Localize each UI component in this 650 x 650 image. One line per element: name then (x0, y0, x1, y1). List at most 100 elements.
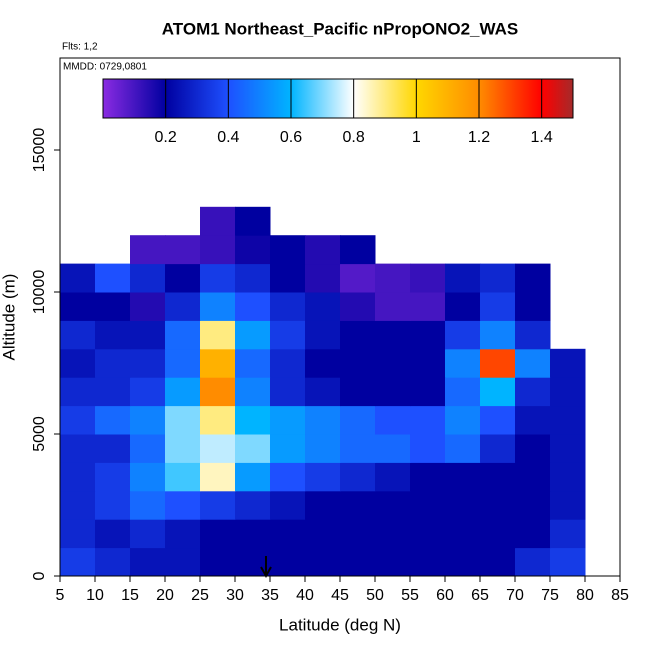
heat-cell (130, 348, 166, 378)
x-tick-label: 5 (56, 587, 65, 604)
heat-cell (480, 547, 516, 577)
heat-cell (445, 263, 481, 293)
heat-cell (235, 519, 271, 549)
heat-cell (515, 519, 551, 549)
heat-cell (305, 292, 341, 321)
y-tick-label: 5000 (31, 416, 48, 452)
heat-cell (95, 519, 131, 549)
x-tick-label: 15 (121, 587, 139, 604)
heat-cell (60, 490, 96, 520)
heat-cell (270, 377, 306, 407)
x-tick-label: 45 (331, 587, 349, 604)
heat-cell (375, 348, 411, 378)
y-tick-label: 0 (31, 571, 48, 580)
x-tick-label: 40 (296, 587, 314, 604)
heat-cell (305, 235, 341, 265)
heat-cell (340, 348, 376, 378)
heat-cell (305, 462, 341, 492)
heat-cell (235, 348, 271, 378)
heat-cell (445, 462, 481, 492)
heat-cell (410, 320, 446, 350)
heat-cell (410, 405, 446, 435)
heat-cell (165, 348, 201, 378)
heat-cell (130, 490, 166, 520)
heat-cell (165, 235, 201, 265)
heat-cell (410, 434, 446, 463)
heat-cell (305, 434, 341, 463)
heat-cell (95, 490, 131, 520)
x-tick-label: 60 (436, 587, 454, 604)
heat-cell (200, 434, 236, 463)
heat-cell (515, 292, 551, 321)
annotation: MMDD: 0729,0801 (63, 62, 147, 73)
heat-cell (305, 348, 341, 378)
arrow (260, 556, 272, 579)
heat-cell (130, 320, 166, 350)
heat-cell (60, 320, 96, 350)
heat-cell (130, 547, 166, 577)
heat-cell (550, 377, 586, 407)
heat-cell (235, 320, 271, 350)
heat-cell (270, 348, 306, 378)
colorbar-tick-label: 1.4 (531, 129, 553, 146)
heat-cell (270, 519, 306, 549)
heat-cell (375, 462, 411, 492)
heat-cell (480, 434, 516, 463)
x-tick-label: 20 (156, 587, 174, 604)
heat-cell (95, 377, 131, 407)
heat-cell (95, 348, 131, 378)
heat-cell (445, 434, 481, 463)
heat-cell (375, 519, 411, 549)
heat-cell (130, 263, 166, 293)
heat-cell (515, 434, 551, 463)
heat-cell (165, 519, 201, 549)
heat-cell (305, 547, 341, 577)
colorbar-tick-label: 0.2 (155, 129, 177, 146)
heat-cell (550, 405, 586, 435)
heat-cell (235, 263, 271, 293)
heat-cell (375, 405, 411, 435)
heat-cell (60, 405, 96, 435)
heat-cell (375, 547, 411, 577)
heat-cell (410, 292, 446, 321)
heat-cell (235, 405, 271, 435)
heat-cell (95, 462, 131, 492)
heat-cell (445, 519, 481, 549)
heat-cell (550, 490, 586, 520)
heat-cell (235, 462, 271, 492)
heat-cell (410, 348, 446, 378)
heat-cell (445, 348, 481, 378)
heat-cell (515, 320, 551, 350)
x-tick-label: 50 (366, 587, 384, 604)
heat-cell (550, 348, 586, 378)
x-tick-label: 70 (506, 587, 524, 604)
heat-cell (340, 377, 376, 407)
heat-cell (410, 462, 446, 492)
heat-cell (375, 292, 411, 321)
heat-cell (305, 519, 341, 549)
heat-cell (235, 490, 271, 520)
x-tick-label: 80 (576, 587, 594, 604)
heat-cell (165, 462, 201, 492)
y-axis-label: Altitude (m) (0, 274, 18, 361)
heat-cell (515, 348, 551, 378)
heat-cell (305, 490, 341, 520)
heat-cell (130, 377, 166, 407)
heat-cell (375, 434, 411, 463)
heat-cell (200, 235, 236, 265)
x-tick-label: 30 (226, 587, 244, 604)
heat-cell (410, 547, 446, 577)
heat-cell (375, 263, 411, 293)
heat-cell (60, 547, 96, 577)
heat-cell (60, 292, 96, 321)
colorbar-tick-label: 1.2 (468, 129, 490, 146)
heat-cell (445, 490, 481, 520)
heat-cell (130, 292, 166, 321)
heat-cell (60, 434, 96, 463)
x-tick-label: 35 (261, 587, 279, 604)
heat-cell (200, 405, 236, 435)
heat-cell (95, 434, 131, 463)
heat-cell (270, 547, 306, 577)
x-tick-label: 55 (401, 587, 419, 604)
